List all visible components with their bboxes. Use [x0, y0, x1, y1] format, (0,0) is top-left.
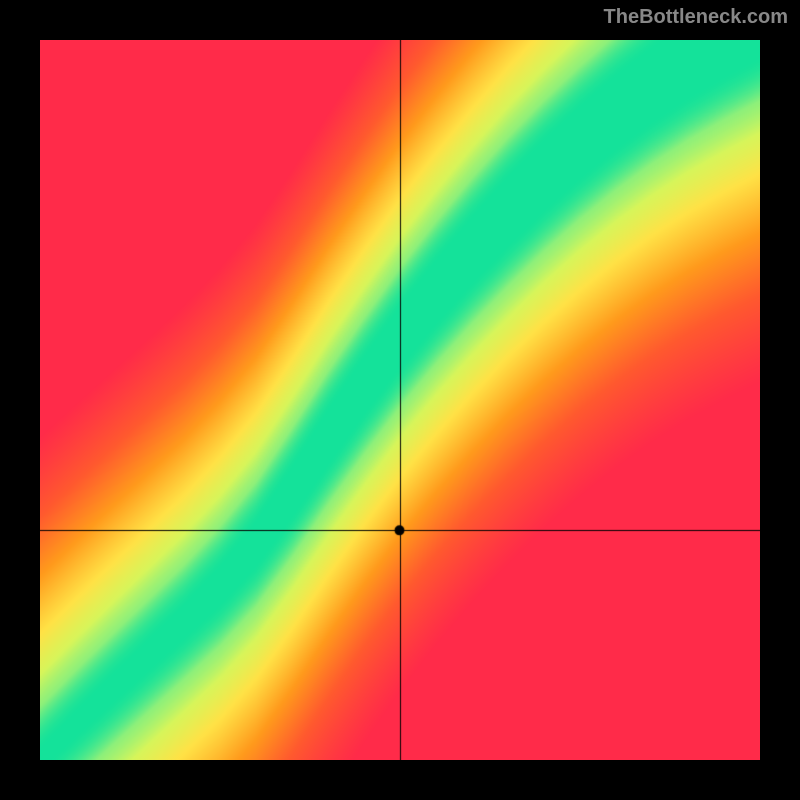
attribution-text: TheBottleneck.com [604, 6, 788, 29]
chart-container: TheBottleneck.com [0, 0, 800, 800]
overlay-canvas [40, 40, 760, 760]
